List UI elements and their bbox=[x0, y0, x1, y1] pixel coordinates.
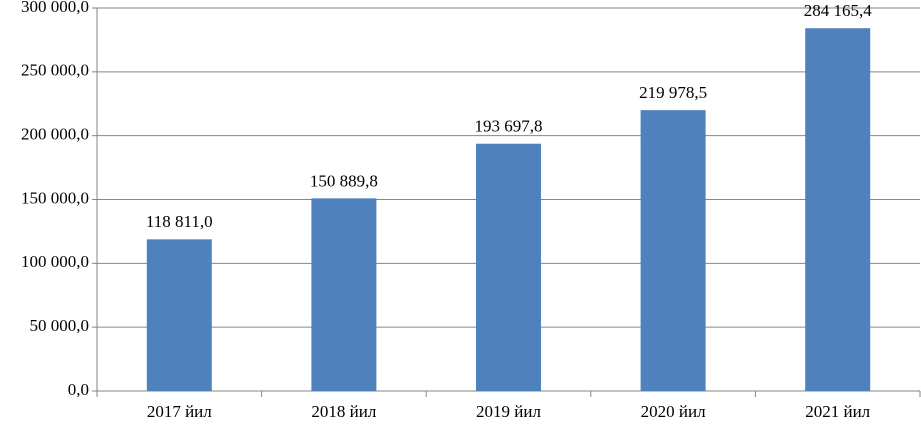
value-label: 284 165,4 bbox=[804, 1, 873, 20]
y-tick-label: 300 000,0 bbox=[21, 0, 89, 16]
y-tick-label: 250 000,0 bbox=[21, 61, 89, 80]
bar bbox=[476, 143, 541, 391]
bar bbox=[805, 28, 871, 391]
value-label: 118 811,0 bbox=[146, 212, 213, 231]
y-tick-label: 100 000,0 bbox=[21, 252, 89, 271]
x-tick-label: 2021 йил bbox=[805, 402, 870, 421]
value-label: 219 978,5 bbox=[639, 83, 707, 102]
y-tick-label: 150 000,0 bbox=[21, 188, 89, 207]
bar bbox=[640, 110, 706, 392]
x-tick-label: 2017 йил bbox=[147, 402, 212, 421]
y-tick-label: 200 000,0 bbox=[21, 125, 89, 144]
value-label: 150 889,8 bbox=[310, 171, 378, 190]
x-tick-label: 2020 йил bbox=[641, 402, 706, 421]
x-tick-label: 2019 йил bbox=[476, 402, 541, 421]
x-tick-label: 2018 йил bbox=[311, 402, 376, 421]
bar bbox=[311, 198, 377, 391]
y-tick-label: 50 000,0 bbox=[30, 316, 90, 335]
value-label: 193 697,8 bbox=[475, 117, 543, 136]
y-tick-label: 0,0 bbox=[68, 380, 89, 399]
bar bbox=[146, 239, 212, 391]
